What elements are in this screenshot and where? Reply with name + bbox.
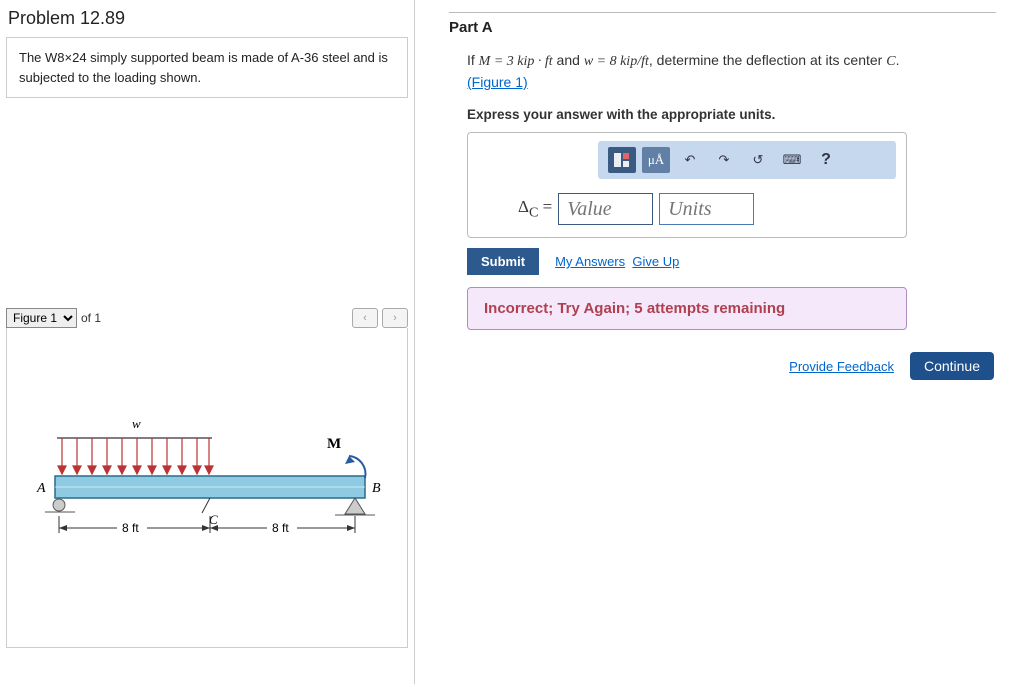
beam-diagram: w [27,408,387,588]
problem-description: The W8×24 simply supported beam is made … [6,37,408,98]
prompt-text: Express your answer with the appropriate… [467,107,996,122]
provide-feedback-link[interactable]: Provide Feedback [789,359,894,374]
answer-input-box: μÅ ↶ ↷ ↺ ⌨ ? ΔC = [467,132,907,238]
answer-toolbar: μÅ ↶ ↷ ↺ ⌨ ? [598,141,896,179]
submit-button[interactable]: Submit [467,248,539,275]
right-label: B [372,481,381,496]
value-input[interactable] [558,193,653,225]
load-label: w [132,416,141,431]
moment-label: M [327,436,341,452]
figure-selector[interactable]: Figure 1 [6,308,77,328]
figure-link[interactable]: (Figure 1) [467,74,528,90]
continue-button[interactable]: Continue [910,352,994,380]
figure-next-button[interactable]: › [382,308,408,328]
redo-icon[interactable]: ↷ [710,147,738,173]
question-text: If M = 3 kip · ft and w = 8 kip/ft, dete… [467,50,996,93]
my-answers-link[interactable]: My Answers [555,254,625,269]
problem-title: Problem 12.89 [6,4,408,37]
answer-variable: ΔC = [518,197,552,221]
figure-area: w [6,328,408,648]
span2-label: 8 ft [272,521,289,535]
answer-row: ΔC = [518,193,906,225]
span1-label: 8 ft [122,521,139,535]
figure-bar: Figure 1 of 1 ‹ › [6,308,408,328]
help-icon[interactable]: ? [812,147,840,173]
template-icon[interactable] [608,147,636,173]
symbol-button[interactable]: μÅ [642,147,670,173]
part-title: Part A [449,19,996,36]
units-input[interactable] [659,193,754,225]
keyboard-icon[interactable]: ⌨ [778,147,806,173]
figure-prev-button[interactable]: ‹ [352,308,378,328]
feedback-message: Incorrect; Try Again; 5 attempts remaini… [467,287,907,330]
undo-icon[interactable]: ↶ [676,147,704,173]
left-label: A [36,481,46,496]
figure-count: of 1 [81,311,101,325]
give-up-link[interactable]: Give Up [632,254,679,269]
reset-icon[interactable]: ↺ [744,147,772,173]
